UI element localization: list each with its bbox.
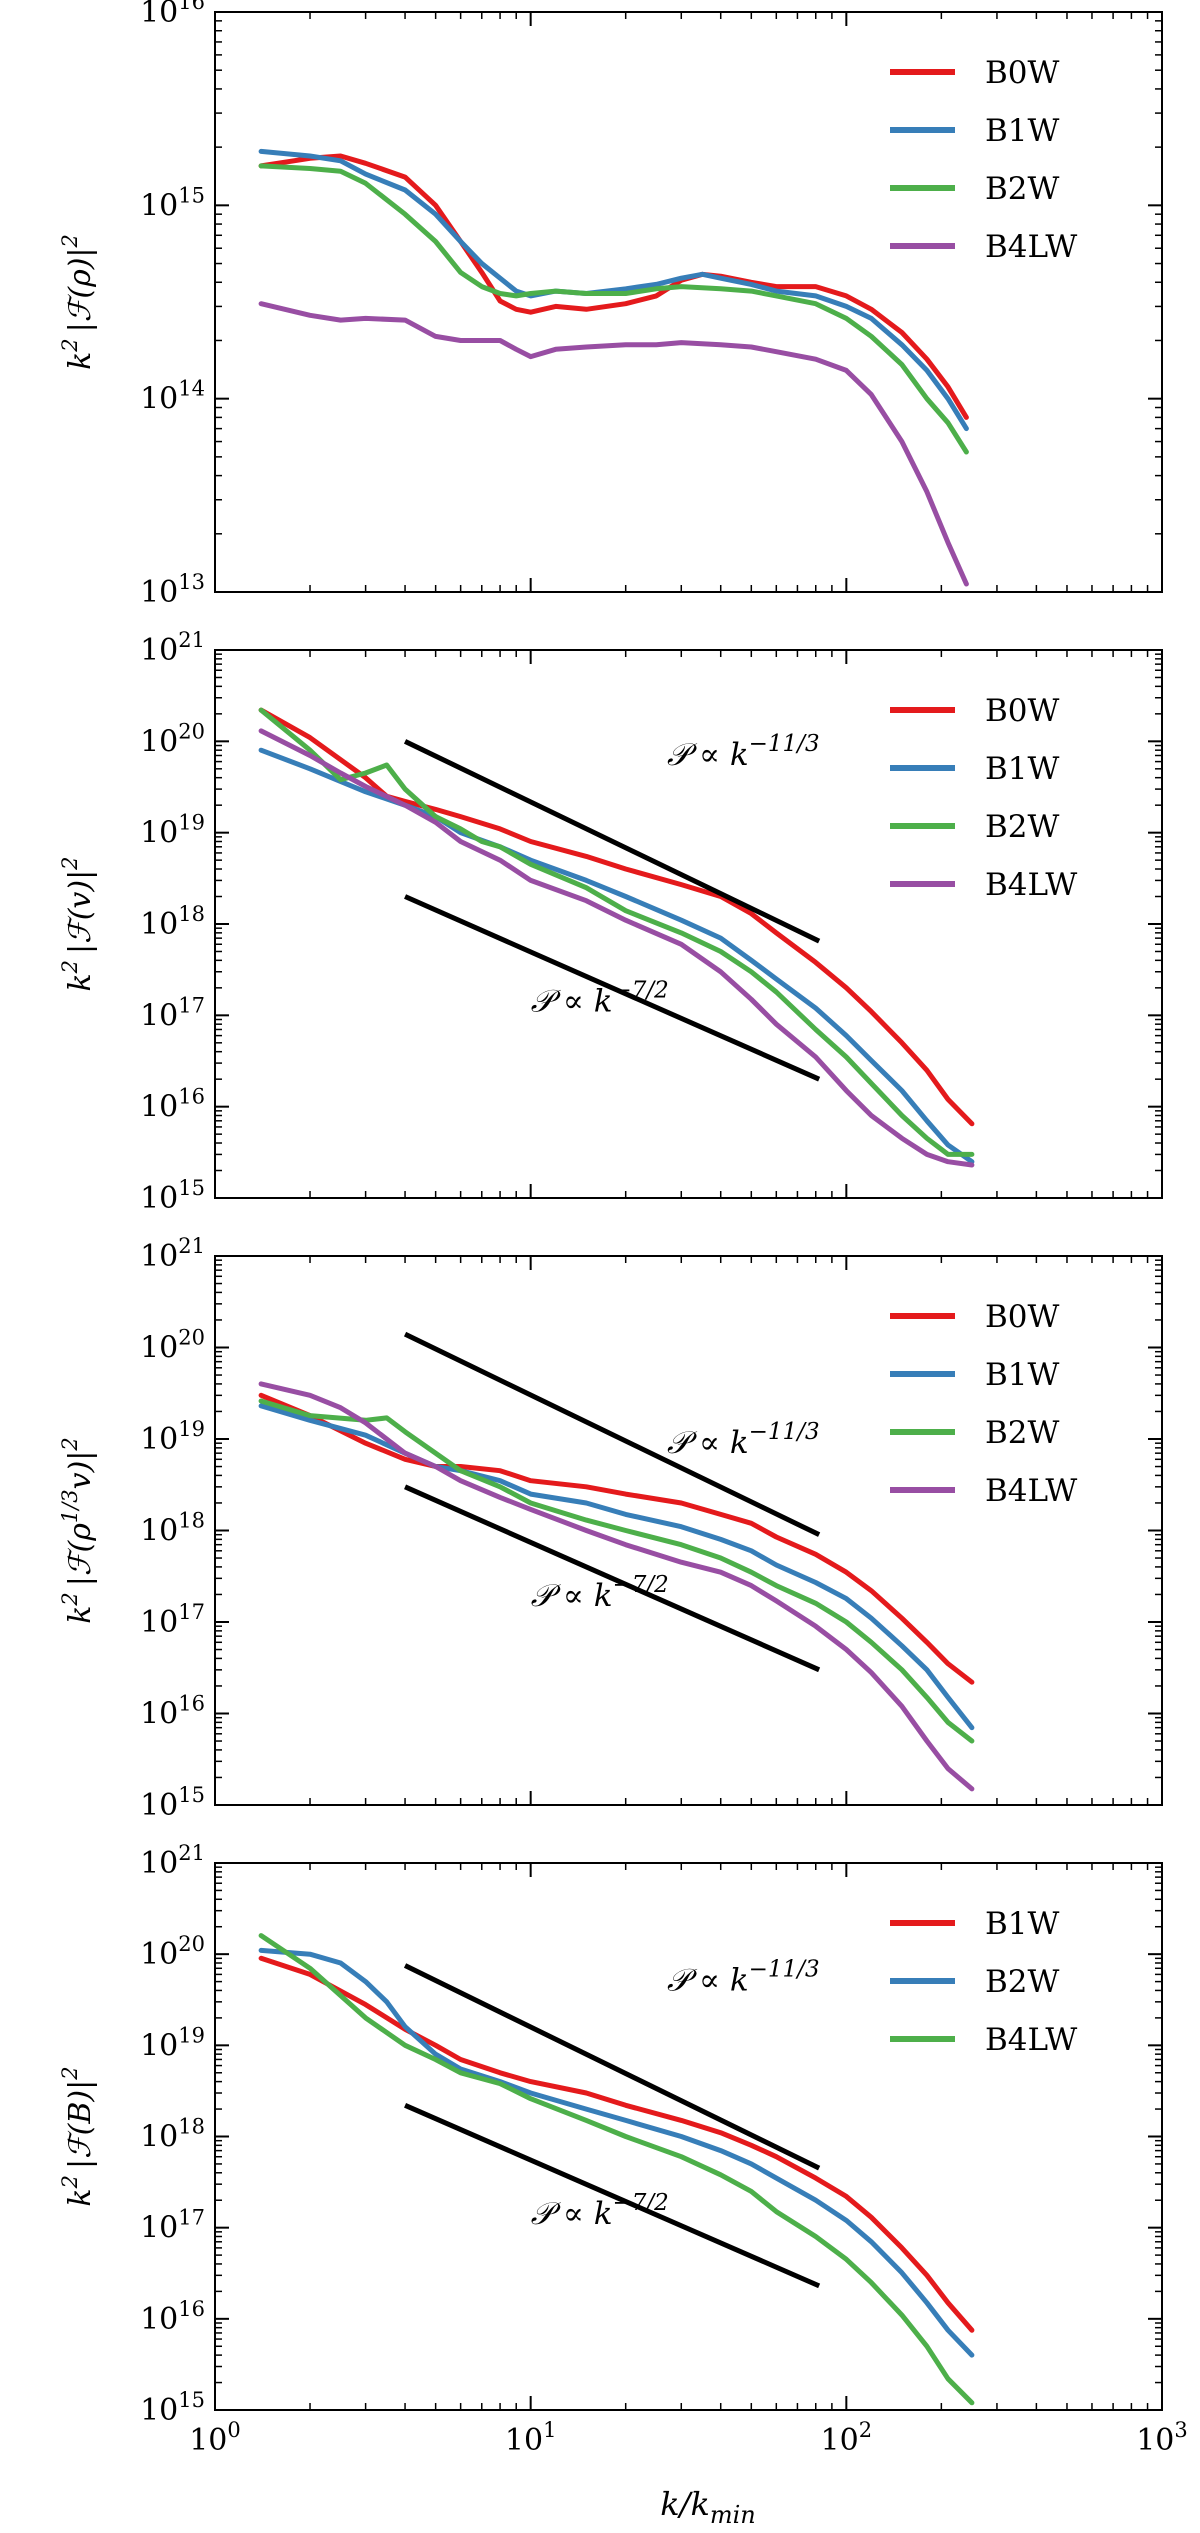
panel-1: 1013 1014 1015 1016 k2|ℱ(ρ)|2 B0W B1W B2W B4LW (58, 0, 1163, 610)
legend-label-b2w: B2W (985, 171, 1060, 207)
y-tick-label: 1016 (140, 2297, 205, 2337)
y-tick-label: 1021 (140, 1841, 205, 1881)
legend-label-b1w: B1W (985, 113, 1060, 149)
y-axis-label: k2|ℱ(ρ)|2 (58, 234, 98, 370)
series-line-b1w (258, 148, 969, 432)
y-tick-label: 1015 (140, 1783, 205, 1823)
legend-label-b1w: B1W (985, 1357, 1060, 1393)
reference-line-annotation: 𝒫 ∝ k−7/2 (531, 2190, 669, 2232)
y-tick-label: 1013 (140, 570, 205, 610)
panel-2: 1015 1016 1017 1018 1019 1020 1021 k2|ℱ(v)|2 𝒫 ∝… (58, 628, 1163, 1216)
y-tick-label: 1016 (140, 1692, 205, 1732)
y-tick-label: 1021 (140, 628, 205, 668)
legend-label-b4lw: B4LW (985, 867, 1077, 903)
series-line-b4lw (258, 728, 975, 1168)
y-tick-label: 1020 (140, 719, 205, 759)
series-line-b2w (258, 1398, 975, 1744)
series-line-b2w (258, 707, 975, 1157)
y-tick-label: 1018 (140, 2115, 205, 2155)
y-axis-label: k2|ℱ(B)|2 (58, 2066, 98, 2206)
series-line-b1w (258, 747, 975, 1165)
y-tick-label: 1016 (140, 0, 205, 30)
legend-label-b2w: B2W (985, 1415, 1060, 1451)
reference-line-11-3 (403, 1963, 821, 2171)
x-tick-label: 103 (1136, 2418, 1188, 2458)
y-tick-label: 1019 (140, 2023, 205, 2063)
panels-group: 1013101410151016k2|ℱ(ρ)|2B0WB1WB2WB4LW10… (58, 0, 1188, 2458)
reference-line-annotation: 𝒫 ∝ k−11/3 (667, 1419, 820, 1461)
y-tick-label: 1015 (140, 2388, 205, 2428)
legend-label-b2w: B2W (985, 809, 1060, 845)
legend-label-b1w: B1W (985, 1906, 1060, 1942)
x-tick-label: 100 (189, 2418, 241, 2458)
reference-line-11-3 (403, 1331, 821, 1537)
series-line-b0w (258, 153, 969, 420)
reference-line-annotation: 𝒫 ∝ k−7/2 (531, 1572, 669, 1614)
reference-line-7-2 (404, 2102, 821, 2289)
reference-line-annotation: 𝒫 ∝ k−11/3 (667, 1956, 820, 1998)
y-tick-label: 1016 (140, 1085, 205, 1125)
legend-label-b1w: B1W (985, 751, 1060, 787)
reference-line-7-2 (404, 1484, 821, 1673)
reference-line-annotation: 𝒫 ∝ k−11/3 (667, 731, 820, 773)
series-line-b4lw (258, 1381, 975, 1792)
series-line-b4lw (258, 301, 969, 587)
y-tick-label: 1018 (140, 1509, 205, 1549)
y-tick-label: 1017 (140, 1600, 205, 1640)
panel-4: 1015 1016 1017 1018 1019 1020 1021 k2|ℱ(B)|2 𝒫 ∝… (58, 1841, 1163, 2428)
y-tick-label: 1015 (140, 1176, 205, 1216)
legend-label-b2w: B2W (985, 1964, 1060, 2000)
x-axis-label: k/kmin (660, 2485, 755, 2529)
series-line-b1w (258, 1403, 975, 1731)
y-tick-label: 1018 (140, 902, 205, 942)
x-tick-label: 102 (821, 2418, 873, 2458)
series-line-b2w (258, 163, 969, 455)
y-tick-label: 1014 (140, 377, 205, 417)
reference-line-11-3 (403, 739, 821, 944)
y-tick-label: 1017 (140, 2206, 205, 2246)
legend-label-b4lw: B4LW (985, 229, 1077, 265)
y-tick-label: 1019 (140, 811, 205, 851)
legend-label-b0w: B0W (985, 693, 1060, 729)
legend-label-b4lw: B4LW (985, 2022, 1077, 2058)
y-tick-label: 1017 (140, 993, 205, 1033)
legend-label-b0w: B0W (985, 1299, 1060, 1335)
series-line-b4lw (258, 1933, 975, 2406)
y-tick-label: 1020 (140, 1326, 205, 1366)
panel-3: 1015 1016 1017 1018 1019 1020 1021 k2|ℱ(ρ1/3v)|… (58, 1234, 1163, 1823)
series-line-b2w (258, 1947, 975, 2358)
y-axis-label: k2|ℱ(v)|2 (58, 856, 98, 991)
x-tick-label: 101 (505, 2418, 557, 2458)
y-axis-label: k2|ℱ(ρ1/3v)|2 (58, 1437, 98, 1624)
plot-frame (214, 11, 1163, 593)
y-tick-label: 1015 (140, 183, 205, 223)
y-tick-label: 1021 (140, 1234, 205, 1274)
reference-line-annotation: 𝒫 ∝ k−7/2 (531, 978, 669, 1020)
reference-line-7-2 (404, 894, 821, 1082)
legend-label-b4lw: B4LW (985, 1473, 1077, 1509)
y-tick-label: 1020 (140, 1932, 205, 1972)
y-tick-label: 1019 (140, 1417, 205, 1457)
x-axis-label-subscript: min (710, 2501, 756, 2529)
legend-label-b0w: B0W (985, 55, 1060, 91)
series-line-b0w (258, 1392, 975, 1685)
